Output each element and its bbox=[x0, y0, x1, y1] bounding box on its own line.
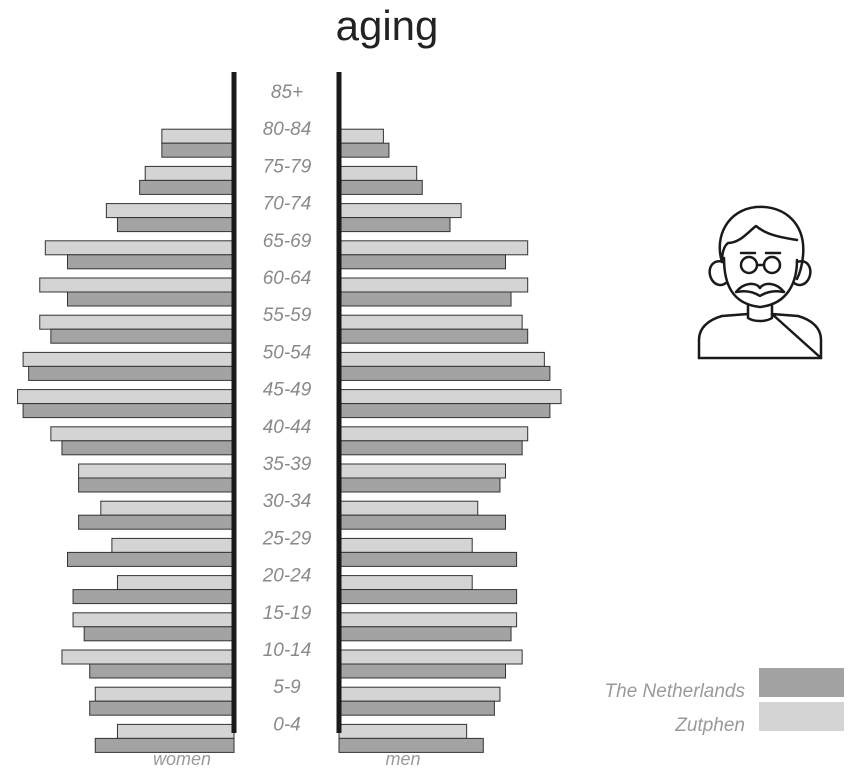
bar-men-the-netherlands-25-29 bbox=[338, 551, 518, 567]
bar-men-zutphen-50-54 bbox=[338, 351, 545, 367]
bar-men-the-netherlands-5-9 bbox=[338, 700, 495, 716]
bar-men-the-netherlands-35-39 bbox=[338, 477, 501, 493]
bar-men-zutphen-55-59 bbox=[338, 314, 523, 330]
bar-men-zutphen-0-4 bbox=[338, 723, 468, 739]
age-label-50-54: 50-54 bbox=[263, 342, 312, 363]
bar-men-the-netherlands-20-24 bbox=[338, 589, 518, 605]
bar-women-the-netherlands-70-74 bbox=[116, 217, 235, 233]
bar-women-the-netherlands-80-84 bbox=[161, 142, 235, 158]
bar-women-the-netherlands-5-9 bbox=[89, 700, 235, 716]
age-label-40-44: 40-44 bbox=[263, 417, 312, 438]
bar-women-the-netherlands-10-14 bbox=[89, 663, 235, 679]
bar-men-zutphen-80-84 bbox=[338, 128, 384, 144]
bar-men-the-netherlands-75-79 bbox=[338, 179, 423, 195]
bar-women-zutphen-40-44 bbox=[50, 426, 235, 442]
bar-women-zutphen-75-79 bbox=[144, 165, 235, 181]
bar-men-the-netherlands-70-74 bbox=[338, 217, 451, 233]
age-label-60-64: 60-64 bbox=[263, 268, 312, 289]
bar-women-the-netherlands-40-44 bbox=[61, 440, 235, 456]
bar-women-zutphen-10-14 bbox=[61, 649, 235, 665]
legend-label-netherlands: The Netherlands bbox=[605, 681, 746, 702]
bar-women-the-netherlands-45-49 bbox=[22, 403, 235, 419]
bar-women-the-netherlands-25-29 bbox=[67, 551, 235, 567]
bar-women-the-netherlands-30-34 bbox=[78, 514, 235, 530]
bar-women-the-netherlands-15-19 bbox=[83, 626, 235, 642]
bar-men-the-netherlands-60-64 bbox=[338, 291, 512, 307]
bar-men-the-netherlands-0-4 bbox=[338, 737, 484, 753]
age-label-65-69: 65-69 bbox=[263, 231, 312, 252]
bar-women-zutphen-70-74 bbox=[105, 203, 235, 219]
age-label-80-84: 80-84 bbox=[263, 119, 312, 140]
age-label-10-14: 10-14 bbox=[263, 640, 312, 661]
legend-swatch-zutphen bbox=[759, 702, 844, 731]
bar-men-the-netherlands-10-14 bbox=[338, 663, 506, 679]
chart-title: aging bbox=[336, 2, 439, 49]
elderly-man-with-glasses-icon bbox=[697, 205, 823, 360]
bar-women-the-netherlands-75-79 bbox=[139, 179, 235, 195]
legend-label-zutphen: Zutphen bbox=[674, 715, 745, 736]
age-label-30-34: 30-34 bbox=[263, 491, 312, 512]
age-label-20-24: 20-24 bbox=[262, 566, 312, 587]
bar-women-zutphen-35-39 bbox=[78, 463, 235, 479]
bar-women-zutphen-25-29 bbox=[111, 537, 235, 553]
bar-women-zutphen-60-64 bbox=[39, 277, 235, 293]
bar-men-zutphen-30-34 bbox=[338, 500, 479, 516]
bar-women-zutphen-15-19 bbox=[72, 612, 235, 628]
bar-men-zutphen-70-74 bbox=[338, 203, 462, 219]
bar-women-zutphen-0-4 bbox=[116, 723, 235, 739]
age-label-75-79: 75-79 bbox=[263, 156, 312, 177]
bar-women-zutphen-20-24 bbox=[116, 575, 235, 591]
bar-men-zutphen-60-64 bbox=[338, 277, 529, 293]
bar-men-the-netherlands-30-34 bbox=[338, 514, 506, 530]
bar-women-zutphen-55-59 bbox=[39, 314, 235, 330]
bar-men-zutphen-35-39 bbox=[338, 463, 506, 479]
legend: The Netherlands Zutphen bbox=[605, 668, 844, 736]
bar-men-the-netherlands-50-54 bbox=[338, 365, 551, 381]
bar-women-the-netherlands-65-69 bbox=[67, 254, 235, 270]
bar-men-zutphen-5-9 bbox=[338, 686, 501, 702]
bar-men-the-netherlands-45-49 bbox=[338, 403, 551, 419]
bar-women-zutphen-5-9 bbox=[94, 686, 235, 702]
bar-men-zutphen-75-79 bbox=[338, 165, 418, 181]
bar-women-zutphen-65-69 bbox=[44, 240, 235, 256]
bar-men-zutphen-15-19 bbox=[338, 612, 518, 628]
age-label-70-74: 70-74 bbox=[263, 194, 312, 215]
bar-women-zutphen-80-84 bbox=[161, 128, 235, 144]
bar-men-the-netherlands-15-19 bbox=[338, 626, 512, 642]
bars-group bbox=[17, 128, 562, 753]
bar-women-the-netherlands-60-64 bbox=[67, 291, 235, 307]
age-label-35-39: 35-39 bbox=[263, 454, 312, 475]
age-labels-group: 85+ 80-84 75-79 70-74 65-69 60-64 55-59 50-54 45… bbox=[262, 82, 312, 735]
legend-swatch-netherlands bbox=[759, 668, 844, 697]
bar-men-zutphen-25-29 bbox=[338, 537, 473, 553]
bar-women-the-netherlands-0-4 bbox=[94, 737, 235, 753]
age-label-15-19: 15-19 bbox=[263, 603, 312, 624]
bar-men-the-netherlands-55-59 bbox=[338, 328, 529, 344]
women-label: women bbox=[153, 749, 211, 769]
age-label-45-49: 45-49 bbox=[263, 380, 312, 401]
bar-women-the-netherlands-55-59 bbox=[50, 328, 235, 344]
bar-men-the-netherlands-80-84 bbox=[338, 142, 390, 158]
age-label-25-29: 25-29 bbox=[262, 528, 312, 549]
age-label-85: 85+ bbox=[271, 82, 303, 103]
bar-women-zutphen-50-54 bbox=[22, 351, 235, 367]
bar-men-the-netherlands-65-69 bbox=[338, 254, 506, 270]
bar-men-the-netherlands-40-44 bbox=[338, 440, 523, 456]
bar-men-zutphen-40-44 bbox=[338, 426, 529, 442]
age-label-0-4: 0-4 bbox=[273, 714, 300, 735]
bar-men-zutphen-20-24 bbox=[338, 575, 473, 591]
bar-men-zutphen-45-49 bbox=[338, 389, 562, 405]
bar-men-zutphen-10-14 bbox=[338, 649, 523, 665]
bar-women-zutphen-45-49 bbox=[17, 389, 235, 405]
bar-women-the-netherlands-20-24 bbox=[72, 589, 235, 605]
men-label: men bbox=[385, 749, 420, 769]
bar-women-the-netherlands-35-39 bbox=[78, 477, 235, 493]
bar-women-the-netherlands-50-54 bbox=[28, 365, 235, 381]
bar-men-zutphen-65-69 bbox=[338, 240, 529, 256]
age-label-55-59: 55-59 bbox=[263, 305, 312, 326]
age-label-5-9: 5-9 bbox=[273, 677, 301, 698]
bar-women-zutphen-30-34 bbox=[100, 500, 235, 516]
